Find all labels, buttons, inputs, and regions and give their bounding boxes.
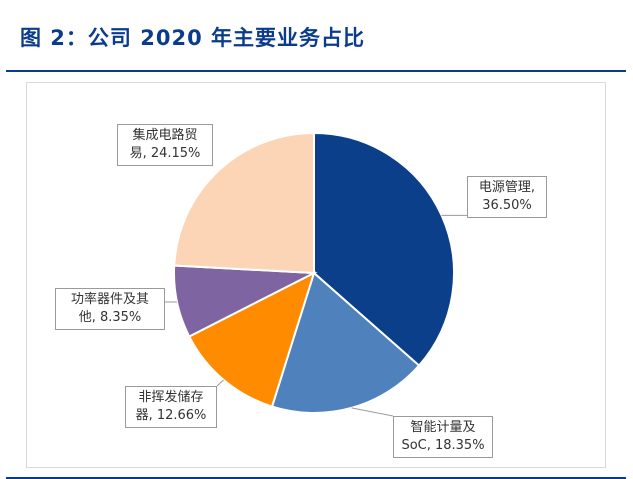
slice-label-power-management: 电源管理, 36.50% xyxy=(467,176,547,218)
figure-title: 图 2：公司 2020 年主要业务占比 xyxy=(20,26,365,50)
slice-label-smart-metering-soc: 智能计量及 SoC, 18.35% xyxy=(393,416,493,458)
pie-slice-power-management xyxy=(313,131,455,367)
slice-label-line: 功率器件及其 xyxy=(70,292,149,307)
leader-line xyxy=(351,407,394,417)
slice-label-line: 智能计量及 xyxy=(410,420,476,435)
slice-label-line: 电源管理, xyxy=(478,180,536,195)
slice-label-line: SoC, 18.35% xyxy=(401,438,485,453)
top-rule xyxy=(6,70,626,72)
pie-slice-smart-metering-soc xyxy=(270,271,421,414)
slice-label-line: 36.50% xyxy=(482,198,532,213)
slice-label-line: 器, 12.66% xyxy=(135,408,207,423)
slice-label-ic-trading: 集成电路贸 易, 24.15% xyxy=(117,124,213,166)
slice-label-nonvolatile-memory: 非挥发储存 器, 12.66% xyxy=(125,386,217,428)
slice-label-line: 集成电路贸 xyxy=(132,128,198,143)
pie-slice-ic-trading xyxy=(173,131,315,275)
slice-label-line: 他, 8.35% xyxy=(78,310,142,325)
slice-label-power-devices-other: 功率器件及其 他, 8.35% xyxy=(55,288,165,330)
bottom-rule xyxy=(6,477,626,479)
leader-line xyxy=(216,379,224,387)
slice-label-line: 易, 24.15% xyxy=(129,146,201,161)
chart-frame xyxy=(26,82,606,468)
slice-label-line: 非挥发储存 xyxy=(138,390,204,405)
